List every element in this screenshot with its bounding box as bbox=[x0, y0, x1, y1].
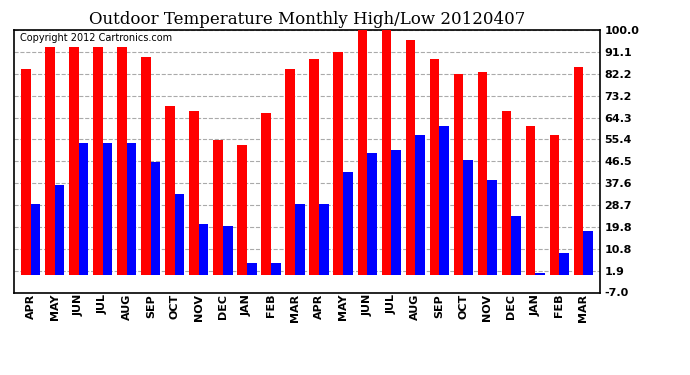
Bar bbox=[382, 27, 391, 275]
Bar bbox=[79, 143, 88, 275]
Bar bbox=[309, 60, 319, 275]
Bar bbox=[430, 60, 440, 275]
Bar bbox=[141, 57, 151, 275]
Bar bbox=[477, 72, 487, 275]
Bar bbox=[165, 106, 175, 275]
Bar bbox=[103, 143, 112, 275]
Bar bbox=[69, 47, 79, 275]
Bar bbox=[487, 180, 497, 275]
Bar bbox=[454, 74, 463, 275]
Bar bbox=[560, 253, 569, 275]
Bar bbox=[502, 111, 511, 275]
Bar bbox=[117, 47, 127, 275]
Bar bbox=[93, 47, 103, 275]
Bar bbox=[237, 145, 247, 275]
Bar bbox=[30, 204, 40, 275]
Bar bbox=[45, 47, 55, 275]
Bar bbox=[199, 224, 208, 275]
Bar bbox=[271, 263, 281, 275]
Title: Outdoor Temperature Monthly High/Low 20120407: Outdoor Temperature Monthly High/Low 201… bbox=[89, 12, 525, 28]
Bar bbox=[247, 263, 257, 275]
Bar bbox=[286, 69, 295, 275]
Bar bbox=[333, 52, 343, 275]
Bar bbox=[584, 231, 593, 275]
Bar bbox=[550, 135, 560, 275]
Bar bbox=[295, 204, 305, 275]
Bar bbox=[574, 67, 584, 275]
Bar bbox=[357, 30, 367, 275]
Bar bbox=[127, 143, 137, 275]
Bar bbox=[189, 111, 199, 275]
Text: Copyright 2012 Cartronics.com: Copyright 2012 Cartronics.com bbox=[19, 33, 172, 43]
Bar bbox=[535, 273, 545, 275]
Bar bbox=[213, 140, 223, 275]
Bar bbox=[526, 126, 535, 275]
Bar bbox=[511, 216, 521, 275]
Bar bbox=[223, 226, 233, 275]
Bar bbox=[343, 172, 353, 275]
Bar bbox=[21, 69, 30, 275]
Bar bbox=[262, 113, 271, 275]
Bar bbox=[151, 162, 160, 275]
Bar bbox=[391, 150, 401, 275]
Bar bbox=[367, 153, 377, 275]
Bar bbox=[415, 135, 425, 275]
Bar bbox=[175, 194, 184, 275]
Bar bbox=[463, 160, 473, 275]
Bar bbox=[406, 40, 415, 275]
Bar bbox=[55, 184, 64, 275]
Bar bbox=[440, 126, 449, 275]
Bar bbox=[319, 204, 328, 275]
